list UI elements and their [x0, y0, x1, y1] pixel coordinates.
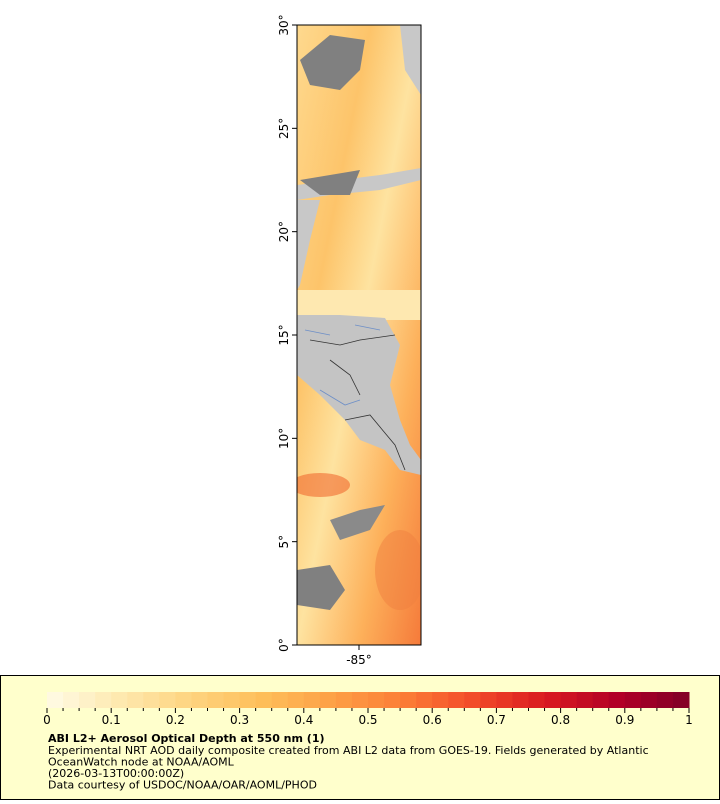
colorbar-segment	[175, 692, 192, 708]
colorbar-segment	[496, 692, 513, 708]
colorbar-tick-label: 0.5	[358, 713, 377, 727]
river	[304, 324, 381, 406]
colorbar-segment	[159, 692, 176, 708]
y-tick-label: 10°	[277, 428, 291, 449]
colorbar-segment	[400, 692, 417, 708]
y-tick-label: 20°	[277, 221, 291, 242]
colorbar-tick-label: 0.1	[102, 713, 121, 727]
colorbar-tick-label: 0.2	[166, 713, 185, 727]
colorbar-segment	[512, 692, 529, 708]
colorbar-segment	[239, 692, 257, 708]
colorbar-segment	[640, 692, 658, 708]
colorbar-segment	[592, 692, 610, 708]
colorbar-segment	[608, 692, 626, 708]
colorbar-segment	[480, 692, 497, 708]
colorbar-segment	[319, 692, 337, 708]
colorbar-segment	[416, 692, 433, 708]
colorbar-segment	[271, 692, 289, 708]
colorbar-segment	[544, 692, 562, 708]
colorbar-segment	[207, 692, 225, 708]
legend-line: (2026-03-13T00:00:00Z)	[48, 767, 184, 780]
colorbar-segment	[79, 692, 96, 708]
y-tick-label: 0°	[277, 638, 291, 652]
colorbar-segment	[47, 692, 64, 708]
colorbar-segment	[448, 692, 465, 708]
y-tick-label: 15°	[277, 324, 291, 345]
colorbar-tick-label: 0.8	[551, 713, 570, 727]
legend-line: Experimental NRT AOD daily composite cre…	[48, 744, 649, 757]
colorbar-segment	[223, 692, 241, 708]
colorbar-tick-label: 0.6	[423, 713, 442, 727]
colorbar-segment	[191, 692, 208, 708]
legend-line: OceanWatch node at NOAA/AOML	[48, 756, 235, 769]
colorbar-segment	[63, 692, 80, 708]
colorbar-segment	[287, 692, 305, 708]
colorbar-segment	[624, 692, 642, 708]
colorbar-segment	[127, 692, 144, 708]
land	[400, 25, 421, 95]
colorbar-segment	[464, 692, 481, 708]
colorbar-tick-label: 0.4	[294, 713, 313, 727]
colorbar-segment	[255, 692, 273, 708]
no-data	[300, 170, 360, 195]
colorbar-tick-label: 0.3	[230, 713, 249, 727]
no-data	[330, 505, 385, 540]
colorbar-segment	[351, 692, 369, 708]
colorbar-segment	[432, 692, 449, 708]
colorbar-segment	[335, 692, 353, 708]
colorbar-segment	[560, 692, 578, 708]
colorbar-segment	[303, 692, 321, 708]
no-data	[300, 35, 365, 90]
aod-plume	[297, 473, 350, 497]
colorbar-tick-label: 1	[685, 713, 693, 727]
colorbar-segment	[368, 692, 385, 708]
colorbar-segment	[672, 692, 690, 708]
colorbar-segment	[576, 692, 594, 708]
colorbar-segment	[143, 692, 160, 708]
colorbar-segment	[656, 692, 674, 708]
colorbar-tick-label: 0	[43, 713, 51, 727]
legend-title: ABI L2+ Aerosol Optical Depth at 550 nm …	[48, 732, 325, 745]
no-data	[297, 565, 345, 610]
colorbar-tick-label: 0.9	[615, 713, 634, 727]
land	[297, 315, 421, 475]
colorbar-tick-label: 0.7	[487, 713, 506, 727]
land	[297, 200, 320, 290]
x-tick-label: -85°	[346, 653, 372, 667]
y-tick-label: 30°	[277, 14, 291, 35]
map-imagery	[297, 25, 421, 645]
aod-plume	[375, 530, 421, 610]
colorbar-segment	[384, 692, 401, 708]
colorbar-segment	[111, 692, 128, 708]
colorbar-segment	[528, 692, 546, 708]
y-tick-label: 5°	[277, 535, 291, 549]
border	[309, 334, 406, 471]
colorbar-segment	[95, 692, 112, 708]
legend-line: Data courtesy of USDOC/NOAA/OAR/AOML/PHO…	[48, 779, 317, 792]
y-tick-label: 25°	[277, 118, 291, 139]
